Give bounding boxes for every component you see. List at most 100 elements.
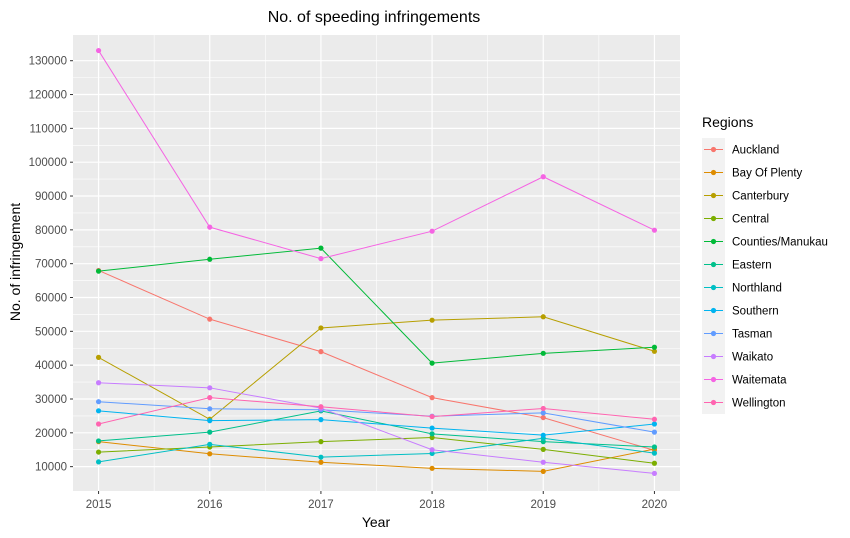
data-point-wellington xyxy=(429,413,435,420)
legend-label: Auckland xyxy=(732,145,779,157)
data-point-wellington xyxy=(318,404,324,410)
series-points xyxy=(95,47,658,477)
legend: Regions Auckland Bay Of Plenty Canterbury C… xyxy=(702,114,828,414)
data-point-waitemata xyxy=(651,227,658,233)
data-point-auckland xyxy=(540,414,546,421)
data-point-wellington xyxy=(95,421,102,427)
legend-item-canterbury: Canterbury xyxy=(702,184,789,207)
data-point-northland xyxy=(207,441,213,447)
data-point-southern xyxy=(540,432,546,438)
data-point-tasman xyxy=(651,429,658,435)
data-point-waikato xyxy=(540,459,546,465)
y-tick-label: 60000 xyxy=(35,293,67,305)
series-line-central xyxy=(98,437,655,464)
data-point-canterbury xyxy=(540,314,546,320)
legend-title: Regions xyxy=(702,114,753,130)
x-tick-label: 2015 xyxy=(86,499,112,511)
legend-label: Tasman xyxy=(732,329,772,341)
data-point-bay-of-plenty xyxy=(207,451,213,457)
chart-title: No. of speeding infringements xyxy=(268,9,481,26)
data-point-canterbury xyxy=(95,354,102,360)
data-point-southern xyxy=(429,425,435,431)
data-point-canterbury xyxy=(429,317,435,323)
legend-label: Bay Of Plenty xyxy=(732,168,803,180)
legend-item-southern: Southern xyxy=(702,299,779,322)
x-axis-title: Year xyxy=(362,514,391,530)
y-tick-label: 70000 xyxy=(35,259,67,271)
data-point-southern xyxy=(207,418,213,424)
data-point-counties-manukau xyxy=(318,245,324,251)
data-point-eastern xyxy=(95,438,102,444)
data-point-bay-of-plenty xyxy=(540,468,546,474)
legend-item-northland: Northland xyxy=(702,276,782,299)
data-point-waitemata xyxy=(540,174,546,180)
data-point-tasman xyxy=(207,406,213,412)
legend-label: Wellington xyxy=(732,398,786,410)
legend-label: Waitemata xyxy=(732,375,787,387)
legend-item-auckland: Auckland xyxy=(702,138,779,161)
x-tick-label: 2019 xyxy=(530,499,556,511)
y-tick-label: 120000 xyxy=(29,90,67,102)
data-point-northland xyxy=(651,450,658,456)
legend-key-point xyxy=(710,284,717,291)
x-tick-label: 2018 xyxy=(419,499,445,511)
data-point-counties-manukau xyxy=(207,256,213,262)
data-point-central xyxy=(540,446,546,452)
legend-label: Southern xyxy=(732,306,779,318)
legend-key-point xyxy=(710,353,717,360)
data-point-waitemata xyxy=(318,256,324,262)
y-tick-label: 90000 xyxy=(35,191,67,203)
data-point-central xyxy=(318,439,324,445)
series-line-bay-of-plenty xyxy=(98,441,655,472)
data-point-eastern xyxy=(429,431,435,437)
data-point-northland xyxy=(429,450,435,457)
y-tick-label: 10000 xyxy=(35,462,67,474)
x-tick-label: 2016 xyxy=(197,499,223,511)
series-line-wellington xyxy=(98,397,655,425)
y-tick-label: 20000 xyxy=(35,428,67,440)
data-point-auckland xyxy=(207,316,213,322)
series-line-canterbury xyxy=(98,316,655,420)
series-lines xyxy=(98,50,655,474)
legend-item-tasman: Tasman xyxy=(702,322,772,345)
series-line-counties-manukau xyxy=(98,247,655,364)
data-point-central xyxy=(95,449,102,455)
data-point-eastern xyxy=(207,429,213,435)
legend-item-waitemata: Waitemata xyxy=(702,368,787,391)
legend-key-point xyxy=(710,146,717,153)
data-point-southern xyxy=(651,421,658,427)
legend-item-eastern: Eastern xyxy=(702,253,772,276)
data-point-waikato xyxy=(207,385,213,391)
series-line-waikato xyxy=(98,382,655,474)
data-point-waitemata xyxy=(95,47,102,54)
data-point-bay-of-plenty xyxy=(429,465,435,471)
data-point-central xyxy=(651,460,658,466)
series-line-waitemata xyxy=(98,50,655,260)
data-point-waikato xyxy=(95,380,102,386)
data-point-counties-manukau xyxy=(429,360,435,366)
y-tick-label: 130000 xyxy=(29,56,67,68)
legend-key-point xyxy=(710,307,717,314)
series-line-southern xyxy=(98,410,655,436)
data-point-northland xyxy=(95,459,102,465)
legend-key-point xyxy=(710,330,717,337)
data-point-auckland xyxy=(429,395,435,401)
y-tick-label: 50000 xyxy=(35,326,67,338)
legend-key-point xyxy=(710,215,717,222)
x-tick-label: 2020 xyxy=(642,499,668,511)
series-line-northland xyxy=(98,437,655,463)
data-point-eastern xyxy=(651,444,658,450)
y-tick-label: 100000 xyxy=(29,157,67,169)
data-point-canterbury xyxy=(318,325,324,331)
data-point-tasman xyxy=(95,399,102,405)
legend-label: Central xyxy=(732,214,769,226)
data-point-tasman xyxy=(540,410,546,416)
y-tick-label: 30000 xyxy=(35,394,67,406)
legend-item-central: Central xyxy=(702,207,769,230)
legend-key-point xyxy=(710,192,717,199)
data-point-auckland xyxy=(318,349,324,355)
legend-label: Counties/Manukau xyxy=(732,237,828,249)
legend-key-point xyxy=(710,169,717,176)
y-tick-label: 110000 xyxy=(29,123,67,135)
series-line-tasman xyxy=(98,401,655,433)
